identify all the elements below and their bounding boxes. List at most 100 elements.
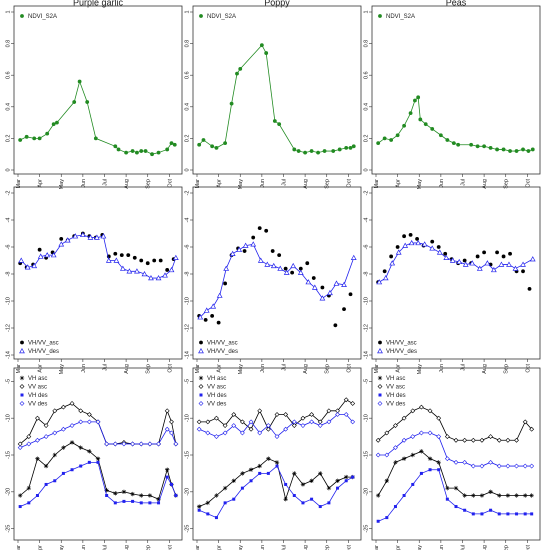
- x-tick-label: Jul: [102, 545, 108, 550]
- data-point: [469, 260, 476, 266]
- legend: VH asc VV asc VH des VV des: [377, 375, 406, 408]
- legend-label: VH/VV_des: [207, 349, 238, 355]
- x-tick-label: Sep: [504, 545, 510, 550]
- data-point: [156, 150, 161, 155]
- data-point: [514, 463, 519, 469]
- data-point: [320, 285, 325, 290]
- x-tick-label: Jul: [460, 179, 466, 186]
- legend-marker: [377, 347, 383, 354]
- y-tick-label: 0.6: [185, 71, 191, 79]
- data-point: [248, 467, 254, 472]
- data-point: [497, 512, 501, 516]
- data-point: [196, 504, 202, 509]
- data-point: [78, 445, 83, 450]
- data-point: [410, 408, 416, 414]
- data-point: [427, 430, 433, 436]
- data-point: [216, 292, 223, 298]
- data-point: [410, 434, 416, 440]
- x-tick-label: May: [417, 364, 423, 375]
- data-point: [197, 142, 202, 147]
- data-point: [113, 144, 118, 149]
- panel-title: Peas: [446, 0, 467, 8]
- data-point: [292, 147, 297, 152]
- data-point: [331, 149, 336, 153]
- x-tick-label: Sep: [325, 545, 331, 550]
- y-tick-label: -5: [185, 379, 191, 384]
- data-point: [35, 437, 40, 443]
- data-point: [37, 247, 42, 252]
- y-tick-label: -15: [6, 451, 12, 459]
- data-point: [402, 234, 407, 239]
- x-tick-label: Apr: [38, 545, 44, 550]
- y-tick-label: 0.2: [6, 135, 12, 143]
- y-tick-label: 0.2: [364, 135, 370, 143]
- series-line: [199, 414, 353, 438]
- legend-label: VV des: [207, 402, 226, 408]
- data-point: [292, 471, 297, 476]
- x-tick-label: Sep: [504, 364, 510, 374]
- data-point: [270, 262, 277, 269]
- x-tick-label: Oct: [525, 545, 531, 550]
- data-point: [479, 493, 485, 498]
- data-point: [342, 307, 346, 311]
- x-tick-label: Sep: [325, 364, 331, 374]
- data-point: [475, 144, 480, 149]
- data-point: [505, 437, 511, 443]
- data-point: [350, 254, 357, 260]
- data-point: [298, 266, 303, 271]
- series-vh-vv-des: [18, 231, 179, 281]
- data-point: [429, 245, 436, 251]
- y-tick-label: 0.8: [364, 40, 370, 48]
- data-point: [18, 138, 23, 142]
- data-point: [341, 281, 347, 287]
- data-point: [284, 482, 288, 486]
- data-point: [508, 251, 512, 256]
- data-point: [138, 441, 144, 447]
- data-point: [505, 463, 511, 469]
- data-point: [197, 508, 201, 512]
- data-point: [141, 270, 148, 277]
- data-point: [44, 482, 48, 486]
- legend: VH/VV_asc VH/VV_des: [377, 340, 417, 355]
- data-point: [72, 100, 77, 104]
- data-point: [479, 437, 485, 443]
- data-point: [222, 430, 228, 436]
- data-point: [196, 426, 202, 432]
- data-point: [116, 147, 121, 152]
- data-point: [222, 423, 228, 428]
- data-point: [456, 258, 463, 265]
- legend-label: VH asc: [386, 376, 405, 382]
- plot-frame: [192, 186, 362, 360]
- data-point: [265, 426, 271, 432]
- y-tick-label: -12: [185, 324, 191, 332]
- data-point: [501, 254, 506, 259]
- data-point: [113, 491, 118, 496]
- y-tick-label: 0.8: [185, 40, 191, 48]
- data-point: [222, 485, 228, 491]
- x-tick-label: Aug: [124, 364, 130, 374]
- data-point: [436, 434, 442, 440]
- legend-marker: [198, 384, 204, 389]
- x-tick-label: Mar: [16, 364, 22, 374]
- data-point: [206, 512, 210, 516]
- data-point: [264, 51, 269, 55]
- data-point: [35, 456, 40, 461]
- data-point: [196, 419, 202, 425]
- data-point: [274, 412, 280, 417]
- data-point: [55, 120, 59, 125]
- data-point: [69, 401, 75, 406]
- legend-label: VH des: [28, 393, 48, 399]
- data-point: [58, 241, 65, 247]
- data-point: [150, 152, 154, 157]
- y-tick-label: -14: [364, 351, 370, 359]
- legend-label: VH/VV_des: [28, 349, 59, 355]
- data-point: [205, 500, 211, 506]
- data-point: [113, 251, 118, 256]
- data-point: [462, 258, 467, 263]
- x-tick-label: Oct: [525, 179, 531, 188]
- data-point: [249, 479, 253, 483]
- x-tick-label: May: [417, 545, 423, 550]
- data-point: [205, 430, 211, 436]
- data-point: [401, 415, 407, 421]
